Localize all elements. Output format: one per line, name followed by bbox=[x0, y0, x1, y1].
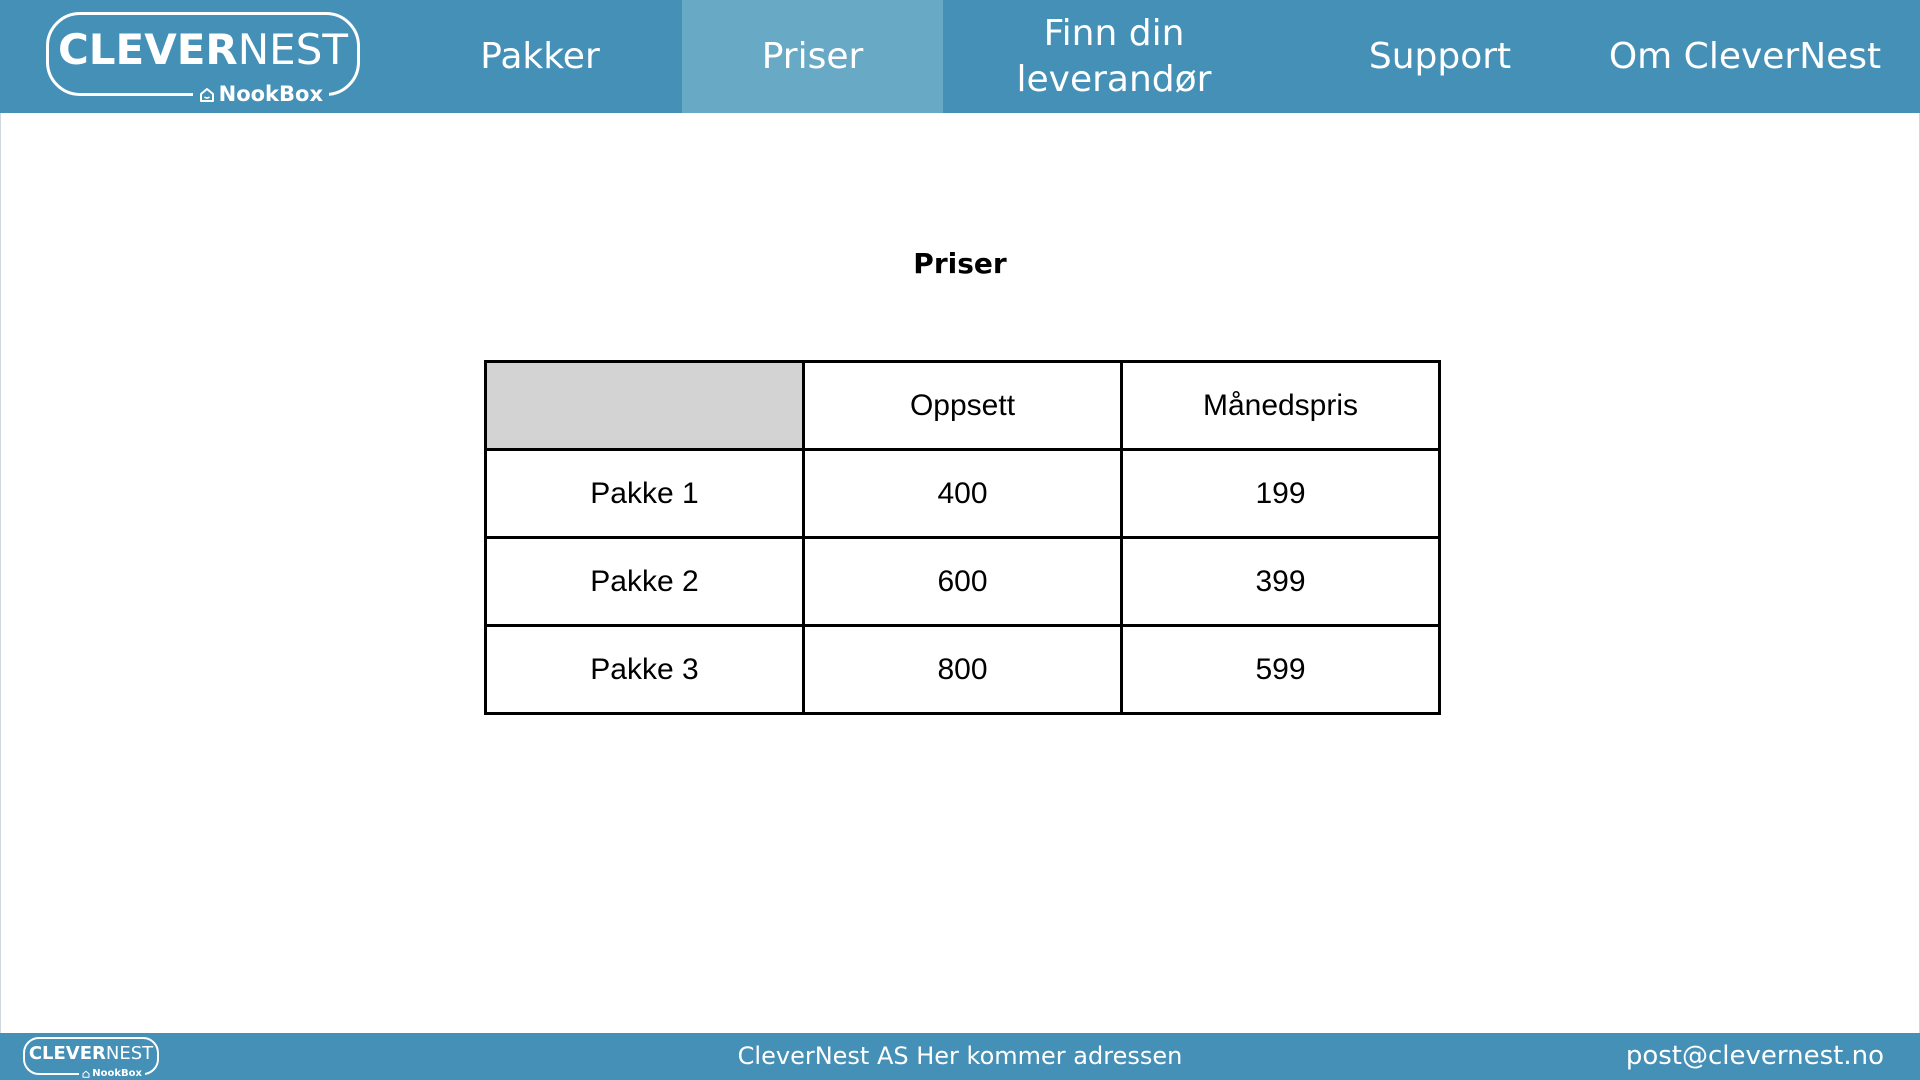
footer-bar: CLEVERNEST NookBox CleverNest AS Her kom… bbox=[0, 1033, 1920, 1080]
nav-item-om-clevernest[interactable]: Om CleverNest bbox=[1590, 0, 1900, 113]
nav-item-support[interactable]: Support bbox=[1300, 0, 1580, 113]
nav-item-label: Priser bbox=[761, 35, 864, 77]
top-navigation-bar: CLEVERNEST NookBox Pakker Priser Finn di… bbox=[0, 0, 1920, 113]
oppsett-cell: 600 bbox=[802, 536, 1123, 627]
nav-item-label: Pakker bbox=[480, 35, 600, 77]
home-icon bbox=[82, 1070, 90, 1078]
nav-item-finn-din-leverandor[interactable]: Finn din leverandør bbox=[944, 0, 1284, 113]
nav-item-priser[interactable]: Priser bbox=[682, 0, 943, 113]
manedspris-cell: 599 bbox=[1120, 624, 1441, 715]
package-name-cell: Pakke 2 bbox=[484, 536, 805, 627]
nav-item-label: Support bbox=[1368, 35, 1512, 77]
oppsett-cell: 400 bbox=[802, 448, 1123, 539]
column-header-manedspris: Månedspris bbox=[1120, 360, 1441, 451]
nav-item-pakker[interactable]: Pakker bbox=[400, 0, 680, 113]
logo-brand: CLEVERNEST bbox=[57, 25, 349, 74]
oppsett-cell: 800 bbox=[802, 624, 1123, 715]
footer-logo[interactable]: CLEVERNEST NookBox bbox=[23, 1037, 159, 1080]
footer-logo-subbrand: NookBox bbox=[79, 1068, 145, 1080]
table-row: Pakke 1 400 199 bbox=[484, 448, 1441, 539]
nav-item-label: Om CleverNest bbox=[1608, 35, 1882, 77]
table-corner-cell bbox=[484, 360, 805, 451]
clevernest-logo[interactable]: CLEVERNEST NookBox bbox=[46, 12, 360, 106]
table-row: Pakke 3 800 599 bbox=[484, 624, 1441, 715]
table-header-row: Oppsett Månedspris bbox=[484, 360, 1441, 451]
manedspris-cell: 399 bbox=[1120, 536, 1441, 627]
price-table: Oppsett Månedspris Pakke 1 400 199 Pakke… bbox=[484, 360, 1441, 715]
column-header-oppsett: Oppsett bbox=[802, 360, 1123, 451]
package-name-cell: Pakke 3 bbox=[484, 624, 805, 715]
manedspris-cell: 199 bbox=[1120, 448, 1441, 539]
table-row: Pakke 2 600 399 bbox=[484, 536, 1441, 627]
home-icon bbox=[199, 87, 214, 102]
page-title: Priser bbox=[913, 247, 1007, 280]
footer-address: CleverNest AS Her kommer adressen bbox=[737, 1042, 1183, 1070]
footer-email-link[interactable]: post@clevernest.no bbox=[1625, 1041, 1884, 1071]
nav-item-label: Finn din leverandør bbox=[1016, 12, 1212, 100]
package-name-cell: Pakke 1 bbox=[484, 448, 805, 539]
logo-subbrand: NookBox bbox=[192, 82, 329, 106]
footer-logo-brand: CLEVERNEST bbox=[28, 1043, 154, 1064]
